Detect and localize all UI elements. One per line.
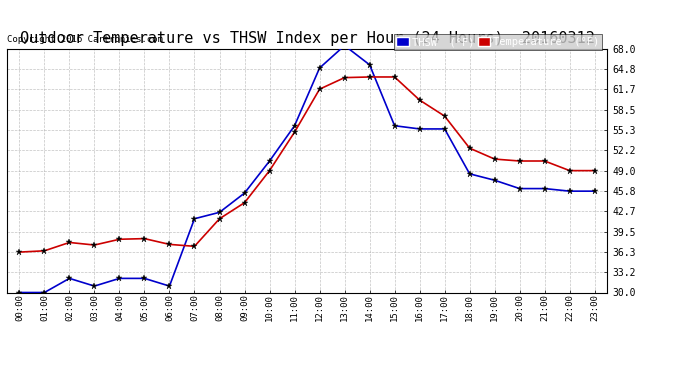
Text: Copyright 2016 Cartronics.com: Copyright 2016 Cartronics.com (7, 35, 163, 44)
Legend: THSW  (°F), Temperature  (°F): THSW (°F), Temperature (°F) (394, 34, 602, 50)
Title: Outdoor Temperature vs THSW Index per Hour (24 Hours)  20160312: Outdoor Temperature vs THSW Index per Ho… (19, 31, 595, 46)
